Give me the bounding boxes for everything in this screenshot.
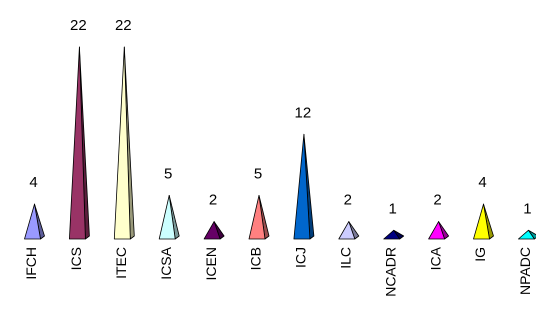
bar-ICB: [248, 194, 270, 240]
bar-front-face: [248, 194, 266, 240]
tick-label-ICJ: ICJ: [293, 247, 309, 268]
tick-label-ICB: ICB: [248, 247, 264, 270]
bar-front-face: [428, 221, 446, 240]
data-label-IFCH: 4: [29, 174, 37, 191]
bar-front-face: [383, 229, 401, 240]
tick-label-IG: IG: [472, 247, 488, 262]
chart-marks: 4IFCH22ICS22ITEC5ICSA2ICEN5ICB12ICJ2ILC1…: [23, 17, 536, 297]
bar-front-face: [158, 194, 176, 240]
bar-NCADR: [383, 229, 405, 240]
tick-label-ICEN: ICEN: [203, 247, 219, 280]
data-label-ITEC: 22: [115, 17, 132, 34]
tick-label-ICA: ICA: [427, 246, 443, 270]
tick-label-ICS: ICS: [68, 247, 84, 270]
bar-front-face: [293, 133, 311, 240]
tick-label-ICSA: ICSA: [158, 246, 174, 279]
bar-front-face: [518, 229, 535, 240]
data-label-ICSA: 5: [164, 165, 172, 182]
data-label-IG: 4: [478, 174, 486, 191]
data-label-ILC: 2: [344, 192, 352, 209]
bar-IFCH: [24, 203, 45, 240]
bar-front-face: [473, 203, 490, 240]
data-label-ICA: 2: [433, 192, 441, 209]
bar-ILC: [338, 221, 360, 240]
bar-ICS: [69, 46, 90, 240]
data-label-ICJ: 12: [295, 104, 312, 121]
bar-ICSA: [158, 194, 180, 240]
bar-IG: [473, 203, 494, 240]
bar-front-face: [113, 46, 131, 240]
data-label-ICEN: 2: [209, 192, 217, 209]
bar-ICJ: [293, 133, 315, 240]
tick-label-ILC: ILC: [338, 247, 354, 269]
data-label-ICS: 22: [70, 17, 87, 34]
data-label-NCADR: 1: [389, 200, 397, 217]
bar-ITEC: [113, 46, 135, 240]
bar-ICEN: [203, 221, 225, 240]
bar-front-face: [203, 221, 221, 240]
data-label-NPADC: 1: [523, 200, 531, 217]
bar-front-face: [338, 221, 356, 240]
tick-label-NCADR: NCADR: [382, 247, 398, 297]
bar-NPADC: [518, 229, 536, 240]
tick-label-NPADC: NPADC: [517, 247, 533, 295]
bar-front-face: [69, 46, 86, 240]
data-label-ICB: 5: [254, 165, 262, 182]
tick-label-IFCH: IFCH: [23, 247, 39, 280]
bar-front-face: [24, 203, 41, 240]
tick-label-ITEC: ITEC: [113, 247, 129, 279]
bar-ICA: [428, 221, 450, 240]
